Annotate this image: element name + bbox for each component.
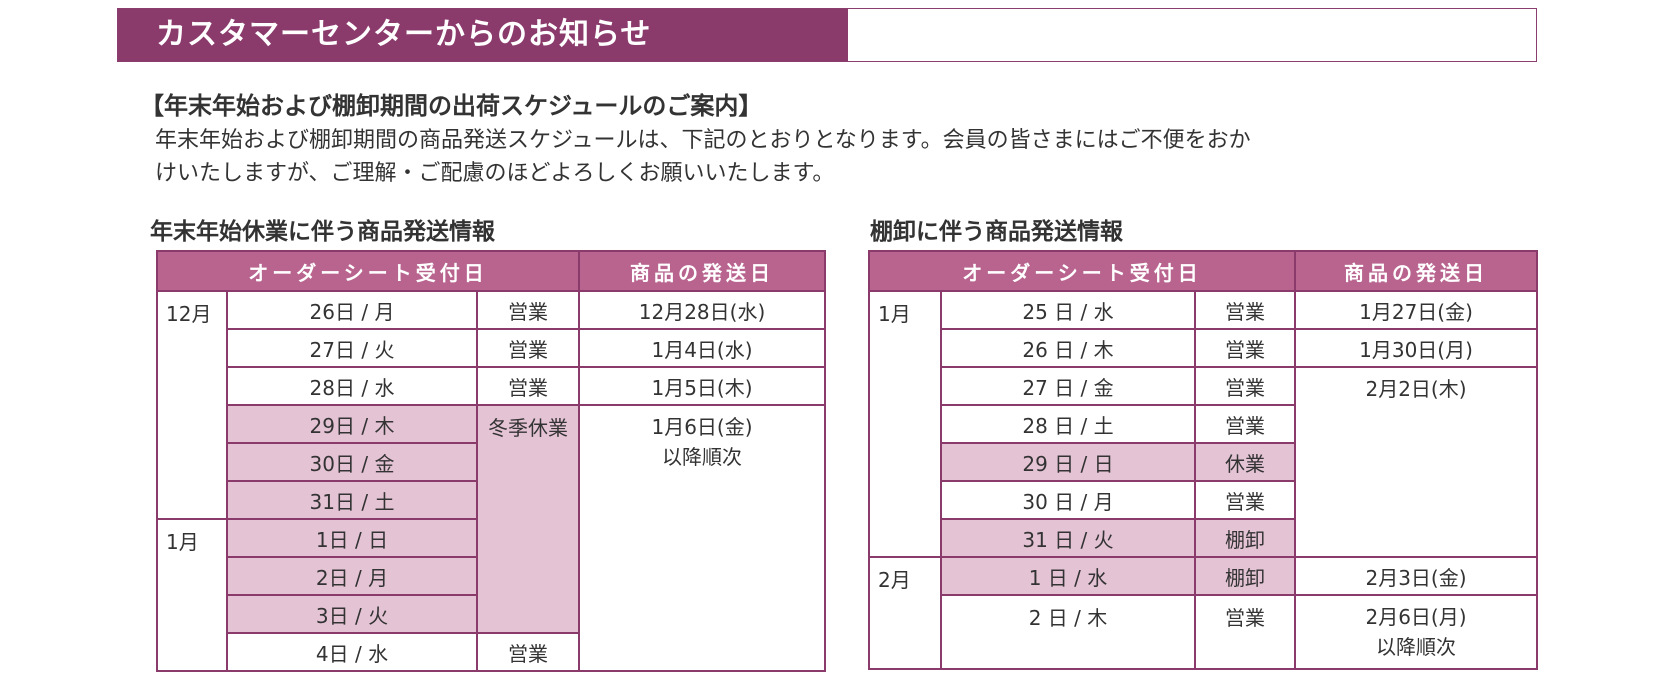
day-cell: 2 日 / 木 [940, 594, 1196, 670]
day-cell: 25 日 / 水 [940, 290, 1196, 330]
notice-body: 年末年始および棚卸期間の商品発送スケジュールは、下記のとおりとなります。会員の皆… [155, 124, 1515, 190]
header-order-date: オーダーシート受付日 [867, 250, 1297, 292]
table-header-row: オーダーシート受付日 商品の発送日 [155, 250, 827, 292]
day-cell: 28日 / 水 [226, 366, 478, 406]
status-cell: 営業 [1193, 404, 1297, 444]
ship-date: 2月6日(月) [1365, 605, 1467, 629]
month-cell: 1月 [156, 518, 228, 672]
table-row: 31 日 / 火 棚卸 [869, 518, 1537, 558]
status-cell: 休業 [1193, 442, 1297, 482]
status-cell: 営業 [1193, 290, 1297, 330]
table-header-row: オーダーシート受付日 商品の発送日 [867, 250, 1539, 292]
table-row: 28日 / 水 営業 1月5日(木) [157, 366, 827, 406]
status-cell: 棚卸 [1193, 556, 1297, 596]
status-cell: 営業 [475, 290, 581, 330]
table-row: 1月 25 日 / 水 営業 1月27日(金) [868, 290, 1539, 558]
table-row: 2月 1 日 / 水 棚卸 2月3日(金) [868, 556, 1539, 670]
table-row: 3日 / 火 [157, 594, 825, 634]
day-cell: 29日 / 木 [226, 404, 478, 444]
status-cell: 営業 [1193, 366, 1297, 406]
notice-heading: 【年末年始および棚卸期間の出荷スケジュールのご案内】 [140, 92, 763, 120]
table-row: 30 日 / 月 営業 [869, 480, 1537, 520]
banner-title: カスタマーセンターからのお知らせ [156, 17, 652, 52]
month-cell: 2月 [868, 556, 942, 670]
ship-cell: 1月5日(木) [578, 366, 827, 406]
ship-cell: 1月4日(水) [578, 328, 827, 368]
header-order-date: オーダーシート受付日 [155, 250, 581, 292]
status-cell: 棚卸 [1193, 518, 1297, 558]
day-cell: 28 日 / 土 [940, 404, 1196, 444]
day-cell: 31日 / 土 [226, 480, 478, 520]
year-end-table: オーダーシート受付日 商品の発送日 12月 26日 / 月 営業 12月28日(… [155, 250, 827, 672]
table-row: 29日 / 木 冬季休業 1月6日(金) 以降順次 [157, 404, 827, 672]
day-cell: 1 日 / 水 [940, 556, 1196, 596]
table-row: 1月 1日 / 日 [156, 518, 825, 672]
day-cell: 27日 / 火 [226, 328, 478, 368]
ship-cell: 2月6日(月) 以降順次 [1294, 594, 1539, 670]
table-row: 27日 / 火 営業 1月4日(水) [157, 328, 827, 368]
table-row: 4日 / 水 営業 [157, 632, 825, 672]
ship-note: 以降順次 [662, 445, 743, 469]
ship-cell: 2月3日(金) [1294, 556, 1539, 596]
notice-body-line: けいたしますが、ご理解・ご配慮のほどよろしくお願いいたします。 [155, 161, 835, 186]
table-row: 12月 26日 / 月 営業 12月28日(水) [156, 290, 827, 520]
day-cell: 1日 / 日 [226, 518, 478, 558]
status-cell: 営業 [475, 366, 581, 406]
month-cell: 1月 [868, 290, 942, 558]
status-cell: 営業 [1193, 480, 1297, 520]
day-cell: 31 日 / 火 [940, 518, 1196, 558]
ship-cell: 12月28日(水) [578, 290, 827, 330]
day-cell: 26日 / 月 [226, 290, 478, 330]
ship-cell: 1月27日(金) [1294, 290, 1539, 330]
table-row: 28 日 / 土 営業 [869, 404, 1537, 444]
inventory-table: オーダーシート受付日 商品の発送日 1月 25 日 / 水 営業 1月27日(金… [867, 250, 1539, 670]
table-row: 30日 / 金 [157, 442, 825, 482]
status-cell: 営業 [475, 632, 581, 672]
day-cell: 27 日 / 金 [940, 366, 1196, 406]
table-row: 26 日 / 木 営業 1月30日(月) [869, 328, 1539, 368]
status-cell: 営業 [1193, 594, 1297, 670]
table-row: 2 日 / 木 営業 2月6日(月) 以降順次 [869, 594, 1539, 670]
status-cell: 冬季休業 [475, 404, 581, 634]
header-ship-date: 商品の発送日 [1294, 250, 1539, 292]
status-cell: 営業 [1193, 328, 1297, 368]
table-row: 29 日 / 日 休業 [869, 442, 1537, 482]
table-row: 27 日 / 金 営業 2月2日(木) [869, 366, 1539, 558]
year-end-title: 年末年始休業に伴う商品発送情報 [150, 219, 495, 245]
ship-cell: 2月2日(木) [1294, 366, 1539, 558]
banner: カスタマーセンターからのお知らせ [117, 8, 1537, 62]
banner-fill [118, 9, 848, 61]
table-row: 2日 / 月 [157, 556, 825, 596]
day-cell: 29 日 / 日 [940, 442, 1196, 482]
day-cell: 4日 / 水 [226, 632, 478, 672]
ship-cell: 1月6日(金) 以降順次 [578, 404, 827, 672]
ship-date: 1月6日(金) [651, 415, 753, 439]
day-cell: 2日 / 月 [226, 556, 478, 596]
day-cell: 30日 / 金 [226, 442, 478, 482]
day-cell: 30 日 / 月 [940, 480, 1196, 520]
day-cell: 3日 / 火 [226, 594, 478, 634]
day-cell: 26 日 / 木 [940, 328, 1196, 368]
status-cell: 営業 [475, 328, 581, 368]
header-ship-date: 商品の発送日 [578, 250, 827, 292]
ship-cell: 1月30日(月) [1294, 328, 1539, 368]
notice-body-line: 年末年始および棚卸期間の商品発送スケジュールは、下記のとおりとなります。会員の皆… [155, 128, 1251, 153]
table-row: 31日 / 土 [157, 480, 825, 520]
month-cell: 12月 [156, 290, 228, 520]
ship-note: 以降順次 [1376, 635, 1457, 659]
inventory-title: 棚卸に伴う商品発送情報 [870, 219, 1123, 245]
